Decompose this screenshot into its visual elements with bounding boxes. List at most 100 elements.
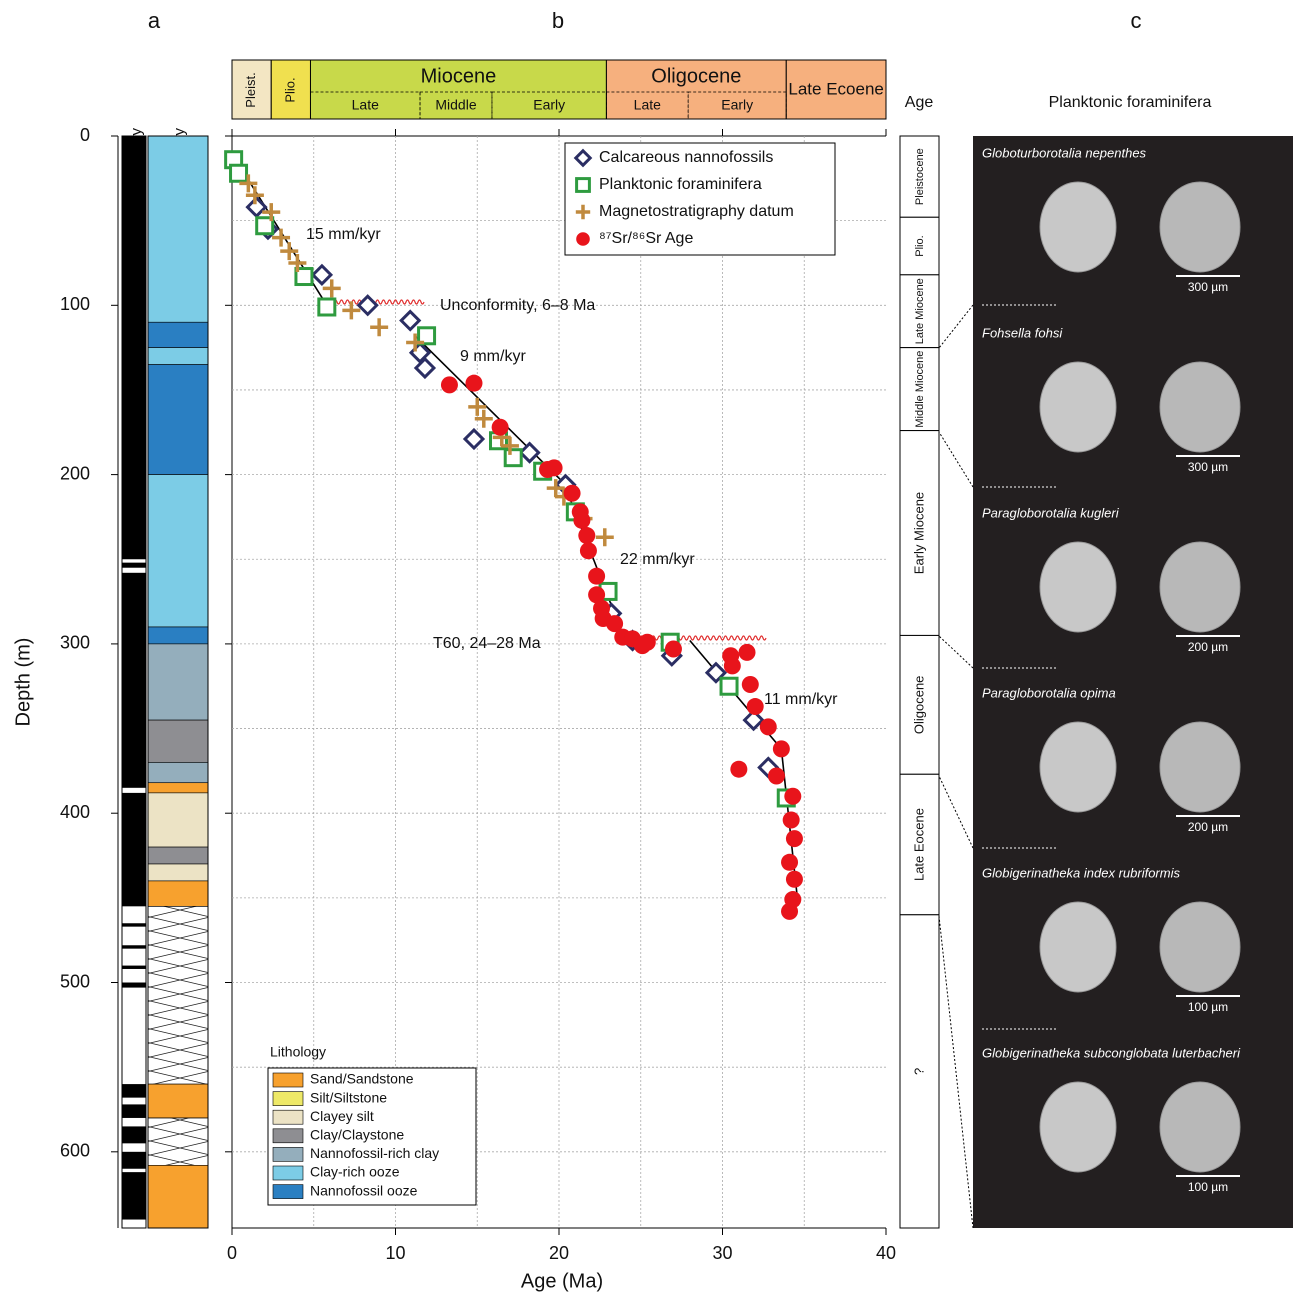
point-circle <box>738 643 756 661</box>
point-circle <box>772 740 790 758</box>
point-circle <box>785 830 803 848</box>
connector <box>938 431 974 488</box>
point-diamond <box>742 708 765 732</box>
point-circle <box>782 811 800 829</box>
lithology-interval <box>147 643 209 721</box>
legend-label: Sand/Sandstone <box>310 1071 414 1087</box>
specimen <box>1159 541 1241 633</box>
point-circle <box>578 527 596 545</box>
lithology-interval <box>147 1083 209 1119</box>
column-title: Age <box>905 94 934 111</box>
legend-label: Clayey silt <box>310 1108 374 1124</box>
age-unit <box>899 914 940 1229</box>
scale-bar-label: 200 µm <box>1188 820 1228 834</box>
point-plus <box>370 318 389 337</box>
point-plus <box>500 436 519 455</box>
column-title: Planktonic foraminifera <box>1049 94 1212 111</box>
legend-swatch <box>272 1165 304 1181</box>
point-plus <box>406 333 425 352</box>
age-unit-label: Early Miocene <box>911 492 926 574</box>
lithology-interval <box>147 364 209 475</box>
lithology-interval <box>147 846 209 865</box>
y-tick-label: 400 <box>60 802 90 822</box>
epoch <box>309 59 607 120</box>
lithology-interval <box>147 135 209 323</box>
legend-swatch <box>272 1091 304 1106</box>
legend-marker <box>573 148 593 168</box>
point-diamond <box>518 441 541 464</box>
specimen <box>1039 721 1117 813</box>
point-circle <box>440 376 458 394</box>
age-unit <box>899 773 940 916</box>
recovery-interval <box>122 1172 146 1220</box>
age-unit <box>899 135 940 218</box>
epoch <box>605 59 787 120</box>
point-circle <box>730 760 748 778</box>
age-unit-label: Pleistocene <box>914 148 926 205</box>
point-plus <box>322 279 341 298</box>
subepoch <box>687 91 787 120</box>
point-square <box>229 163 249 183</box>
specimen <box>1039 1081 1117 1173</box>
point-circle <box>741 676 759 694</box>
legend-label: Nannofossil-rich clay <box>310 1145 439 1161</box>
y-tick-label: 100 <box>60 294 90 314</box>
connector <box>938 915 974 1229</box>
point-square <box>255 216 275 236</box>
epoch-label: Pleist. <box>243 72 258 107</box>
annotation: 9 mm/kyr <box>460 348 526 365</box>
lithology-interval <box>147 1165 209 1229</box>
point-circle <box>785 870 803 888</box>
x-tick-label: 40 <box>876 1243 896 1263</box>
legend-box <box>564 142 836 256</box>
point-circle <box>781 853 799 871</box>
point-square <box>503 448 523 468</box>
x-axis-title: Age (Ma) <box>521 1270 603 1292</box>
age-unit <box>899 274 940 349</box>
lithology-interval <box>147 906 209 1085</box>
lithology-interval <box>147 1117 209 1166</box>
lithology-interval <box>147 762 209 784</box>
recovery-interval <box>122 1084 146 1098</box>
subepoch-label: Late <box>634 97 661 113</box>
legend-swatch <box>272 1128 304 1144</box>
recovery-interval <box>122 945 146 949</box>
specimen <box>1159 901 1241 993</box>
point-circle <box>633 637 651 655</box>
photo-panel <box>973 136 1293 1228</box>
epoch <box>785 59 887 120</box>
species-name: Globigerinatheka index rubriformis <box>982 865 1180 880</box>
specimen <box>1039 181 1117 273</box>
annotation: T60, 24–28 Ma <box>433 635 541 652</box>
point-diamond <box>413 356 437 380</box>
point-plus <box>595 528 614 547</box>
age-unit-label: Late Miocene <box>914 278 926 344</box>
panel-label: a <box>148 8 161 33</box>
subepoch <box>419 91 493 120</box>
panel-label: c <box>1131 8 1142 33</box>
point-plus <box>239 174 258 193</box>
lithology-interval <box>147 474 209 628</box>
specimen <box>1159 721 1241 813</box>
annotation: 22 mm/kyr <box>620 551 695 568</box>
point-diamond <box>310 263 334 286</box>
age-unit-label: Oligocene <box>911 676 926 735</box>
point-circle <box>746 698 764 716</box>
connector <box>938 635 974 669</box>
legend-marker <box>575 177 591 193</box>
epoch-label: Miocene <box>421 65 497 87</box>
point-square <box>719 676 739 696</box>
point-circle <box>563 484 581 502</box>
point-plus <box>262 203 281 222</box>
annotation: 15 mm/kyr <box>306 226 381 243</box>
recovery-interval <box>122 562 146 568</box>
age-unit-label: Plio. <box>914 235 926 256</box>
point-circle <box>465 374 483 392</box>
point-diamond <box>462 427 486 451</box>
scale-bar-label: 300 µm <box>1188 460 1228 474</box>
specimen <box>1039 541 1117 633</box>
species-name: Fohsella fohsi <box>982 325 1063 340</box>
point-circle <box>588 567 606 585</box>
point-plus <box>468 397 487 416</box>
